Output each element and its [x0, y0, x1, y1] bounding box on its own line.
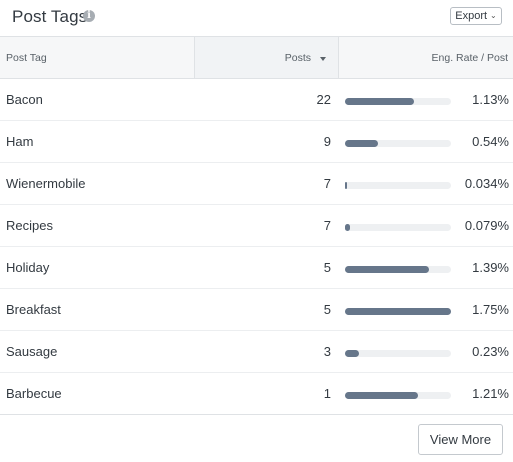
sort-descending-icon: [320, 57, 326, 61]
chevron-down-icon: ⌄: [490, 11, 497, 20]
table-row: Sausage 3 0.23%: [0, 331, 513, 373]
column-header-eng-rate[interactable]: Eng. Rate / Post: [431, 52, 508, 64]
info-icon[interactable]: i: [83, 10, 95, 22]
column-header-posts[interactable]: Posts: [194, 37, 339, 78]
eng-rate-bar-track: [345, 140, 451, 147]
posts-count: 22: [316, 92, 331, 107]
table-row: Recipes 7 0.079%: [0, 205, 513, 247]
posts-count: 7: [323, 218, 331, 233]
post-tag-name: Barbecue: [6, 386, 62, 401]
post-tag-name: Wienermobile: [6, 176, 86, 191]
eng-rate-value: 1.21%: [472, 386, 509, 401]
table-row: Holiday 5 1.39%: [0, 247, 513, 289]
posts-count: 5: [323, 260, 331, 275]
panel-title: Post Tags: [12, 7, 88, 26]
posts-count: 3: [323, 344, 331, 359]
post-tag-name: Sausage: [6, 344, 58, 359]
post-tag-name: Holiday: [6, 260, 50, 275]
panel-header: Post Tags i Export ⌄: [0, 0, 513, 36]
table-header: Post Tag Posts Eng. Rate / Post: [0, 36, 513, 79]
eng-rate-bar-track: [345, 392, 451, 399]
eng-rate-bar-track: [345, 308, 451, 315]
eng-rate-value: 1.75%: [472, 302, 509, 317]
eng-rate-bar-fill: [345, 182, 348, 189]
post-tag-name: Bacon: [6, 92, 43, 107]
eng-rate-bar-track: [345, 350, 451, 357]
export-button[interactable]: Export ⌄: [450, 7, 502, 25]
eng-rate-bar-fill: [345, 308, 451, 315]
eng-rate-value: 0.034%: [464, 176, 509, 191]
column-header-posts-label: Posts: [284, 52, 311, 64]
view-more-button[interactable]: View More: [418, 424, 503, 455]
eng-rate-bar-fill: [345, 98, 414, 105]
eng-rate-bar-fill: [345, 350, 359, 357]
eng-rate-value: 0.54%: [472, 134, 509, 149]
posts-count: 5: [323, 302, 331, 317]
eng-rate-value: 0.23%: [472, 344, 509, 359]
eng-rate-bar-fill: [345, 266, 430, 273]
eng-rate-bar-fill: [345, 224, 350, 231]
column-header-post-tag[interactable]: Post Tag: [6, 52, 47, 64]
eng-rate-value: 0.079%: [464, 218, 509, 233]
posts-count: 7: [323, 176, 331, 191]
eng-rate-value: 1.13%: [472, 92, 509, 107]
posts-count: 1: [323, 386, 331, 401]
table-row: Wienermobile 7 0.034%: [0, 163, 513, 205]
posts-count: 9: [323, 134, 331, 149]
view-more-label: View More: [429, 432, 492, 447]
eng-rate-bar-track: [345, 224, 451, 231]
eng-rate-bar-track: [345, 98, 451, 105]
table-row: Bacon 22 1.13%: [0, 79, 513, 121]
eng-rate-bar-fill: [345, 392, 419, 399]
eng-rate-value: 1.39%: [472, 260, 509, 275]
table-row: Barbecue 1 1.21%: [0, 373, 513, 415]
table-row: Breakfast 5 1.75%: [0, 289, 513, 331]
table-row: Ham 9 0.54%: [0, 121, 513, 163]
export-button-label: Export: [455, 10, 488, 22]
post-tag-name: Ham: [6, 134, 34, 149]
eng-rate-bar-track: [345, 266, 451, 273]
table-body: Bacon 22 1.13% Ham 9 0.54% Wienermobile 7 0.034%…: [0, 79, 513, 415]
eng-rate-bar-fill: [345, 140, 378, 147]
post-tag-name: Breakfast: [6, 302, 61, 317]
eng-rate-bar-track: [345, 182, 451, 189]
post-tag-name: Recipes: [6, 218, 53, 233]
